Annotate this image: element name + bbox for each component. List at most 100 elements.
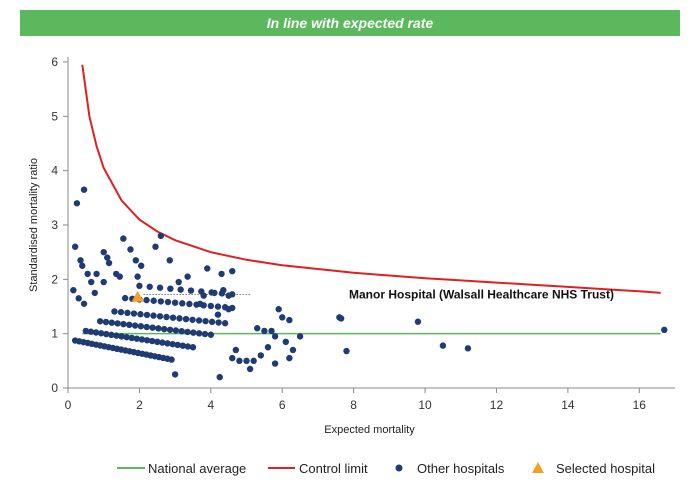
other-hospitals-series [70,186,668,381]
other-hospital-point [143,337,151,344]
other-hospital-point [337,315,345,322]
other-hospital-point [164,298,172,306]
other-hospital-point [137,262,145,269]
other-hospital-point [150,312,157,319]
other-hospital-point [198,288,205,295]
other-hospital-point [126,321,133,329]
other-hospital-point [201,330,209,338]
other-hospital-point [138,336,146,343]
selected-hospital-series [131,290,144,302]
other-hospital-point [229,267,236,275]
legend-label-control: Control limit [299,461,368,476]
other-hospital-point [286,316,293,324]
x-tick-label: 4 [207,398,214,412]
other-hospital-point [207,331,215,338]
control-limit-series [81,64,661,294]
other-hospital-point [164,340,171,347]
legend-label-selected: Selected hospital [556,461,655,476]
other-hospital-point [195,317,203,324]
other-hospital-point [73,200,81,207]
other-hospital-point [134,273,141,280]
x-axis-title: Expected mortality [324,424,415,436]
other-hospital-point [279,314,286,321]
y-tick-label: 4 [51,164,58,178]
other-hospital-point [343,347,350,355]
other-hospital-point [289,346,297,354]
y-tick-label: 3 [51,218,58,232]
annotation-label: Manor Hospital (Walsall Healthcare NHS T… [349,288,614,302]
other-hospital-point [108,319,115,326]
other-hospital-point [218,270,225,278]
other-hospital-point [182,315,190,323]
other-hospital-point [150,297,157,304]
y-tick-label: 0 [51,381,58,395]
other-hospital-point [113,332,120,339]
other-hospital-point [92,329,100,336]
other-hospital-point [167,285,174,292]
x-tick-label: 8 [350,398,357,412]
other-hospital-point [250,357,257,365]
other-hospital-point [174,341,181,349]
other-hospital-point [121,294,129,302]
other-hospital-point [221,304,229,311]
y-tick-label: 1 [51,327,58,341]
other-hospital-point [163,313,170,321]
legend-label-other: Other hospitals [417,461,505,476]
other-hospital-point [186,300,193,308]
other-hospital-point [100,278,107,286]
other-hospital-point [75,295,82,302]
other-hospital-point [71,243,79,250]
other-hospital-point [661,326,668,334]
other-hospital-point [143,296,150,304]
x-tick-label: 10 [418,398,432,412]
other-hospital-point [193,301,200,308]
other-hospital-point [221,320,229,327]
other-hospital-point [229,304,236,312]
other-hospital-point [127,246,134,253]
other-hospital-point [104,254,111,261]
other-hospital-point [166,257,173,264]
other-hospital-point [282,338,290,346]
other-hospital-point [87,328,95,335]
other-hospital-point [156,313,164,320]
other-hospital-point [88,278,95,286]
other-hospital-point [100,248,107,256]
other-hospital-point [152,243,159,250]
x-tick-label: 0 [65,398,72,412]
other-hospital-point [208,318,216,326]
other-hospital-point [264,344,272,351]
other-hospital-point [157,232,165,240]
other-hospital-point [268,327,275,335]
other-hospital-point [179,342,186,349]
other-hospital-point [132,257,140,264]
other-hospital-point [254,325,261,332]
other-hospital-point [179,300,186,307]
other-hospital-point [103,330,110,338]
other-hospital-point [118,333,125,340]
x-tick-label: 16 [633,398,647,412]
other-hospital-point [214,303,222,310]
x-tick-label: 2 [136,398,143,412]
other-hospital-point [414,318,422,325]
other-hospital-point [200,302,207,309]
other-hospital-point [146,283,153,290]
other-hospital-point [257,352,265,359]
other-hospital-point [216,373,223,381]
other-hospital-point [271,360,279,367]
other-hospital-point [184,273,191,280]
other-hospital-point [171,299,179,306]
other-hospital-point [96,318,104,325]
y-tick-label: 5 [51,109,58,123]
other-hospital-point [275,306,282,313]
other-hospital-point [169,340,176,348]
other-hospital-point [166,326,174,333]
other-hospital-point [105,259,113,267]
other-hospital-point [271,333,279,340]
other-hospital-point [93,270,100,278]
other-hospital-point [79,262,86,269]
other-hospital-point [136,282,143,290]
other-hospital-point [187,287,195,294]
x-tick-label: 14 [561,398,575,412]
other-hospital-point [108,331,115,339]
y-axis-title: Standardised mortality ratio [28,158,40,292]
